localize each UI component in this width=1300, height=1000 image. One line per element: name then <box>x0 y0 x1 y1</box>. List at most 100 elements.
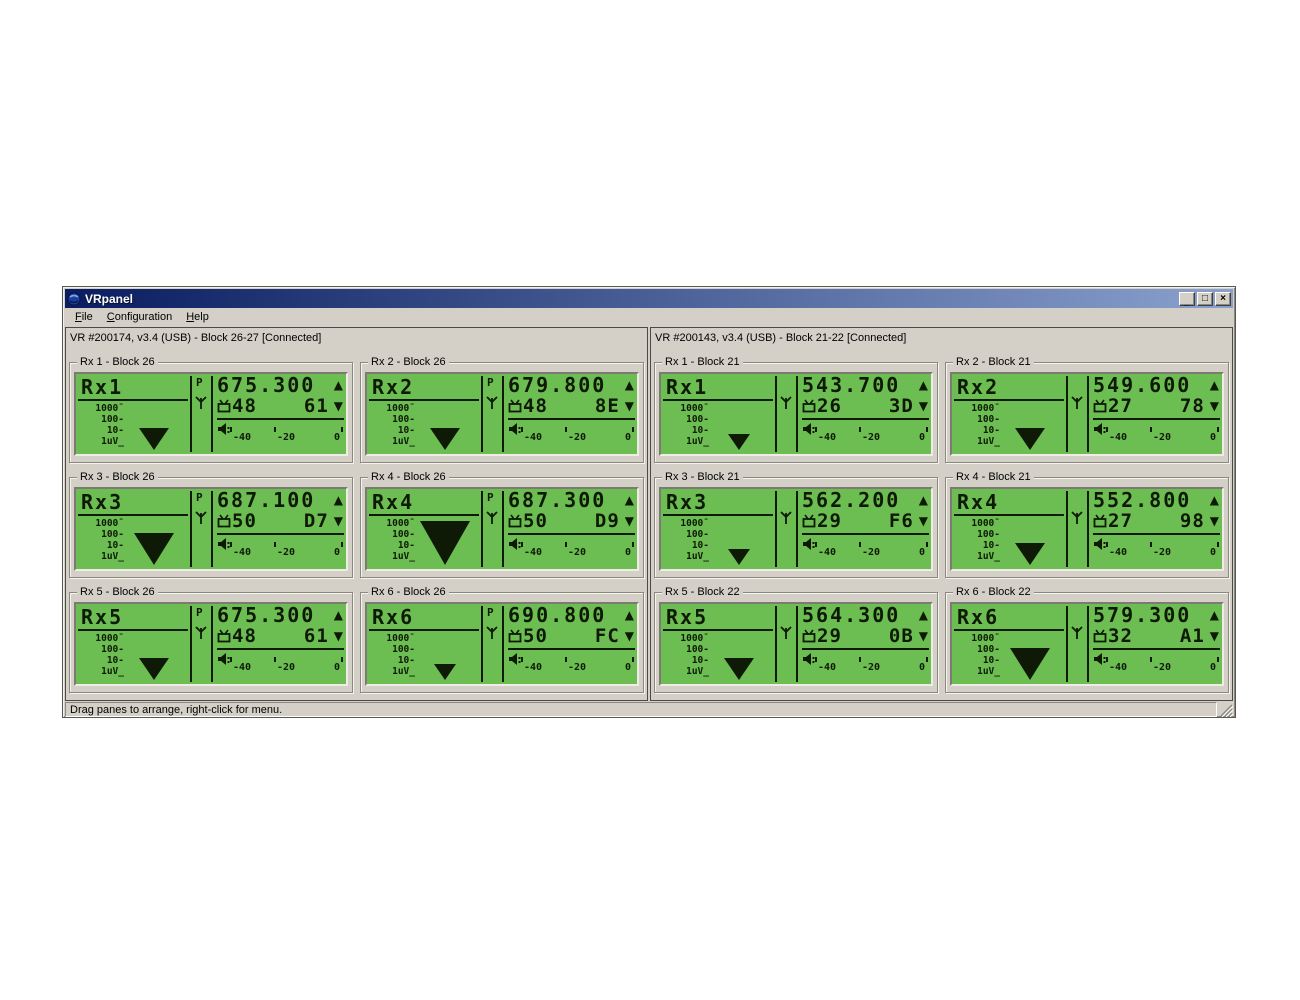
rx-panel[interactable]: Rx 3 - Block 26 Rx3 1000¯ 100- 10- 1uV_ … <box>69 471 353 578</box>
rx-underline <box>369 514 479 516</box>
rx-underline <box>78 399 188 401</box>
signal-strength-indicator <box>724 658 754 680</box>
menu-item-file[interactable]: File <box>75 311 93 323</box>
scale-label: 100- <box>101 414 124 425</box>
rx-panel[interactable]: Rx 4 - Block 21 Rx4 1000¯ 100- 10- 1uV_ … <box>945 471 1229 578</box>
rx-label: Rx4 <box>957 490 1000 514</box>
audio-level-scale: -40 -20 0 <box>506 650 637 684</box>
audio-scale-label: -40 <box>233 547 252 558</box>
rx-panel[interactable]: Rx 5 - Block 22 Rx5 1000¯ 100- 10- 1uV_ … <box>654 586 938 693</box>
rx-panel[interactable]: Rx 2 - Block 26 Rx2 1000¯ 100- 10- 1uV_ … <box>360 356 644 463</box>
rx-panel[interactable]: Rx 5 - Block 26 Rx5 1000¯ 100- 10- 1uV_ … <box>69 586 353 693</box>
rx-panel[interactable]: Rx 1 - Block 26 Rx1 1000¯ 100- 10- 1uV_ … <box>69 356 353 463</box>
channel-value: 48 <box>523 395 548 417</box>
down-arrow-icon: ▼ <box>333 399 343 413</box>
device-group-2: VR #200143, v3.4 (USB) - Block 21-22 [Co… <box>650 327 1233 701</box>
scale-label: 1000¯ <box>386 518 415 529</box>
down-arrow-icon: ▼ <box>918 399 928 413</box>
up-arrow-icon: ▲ <box>333 608 343 622</box>
lcd-display: Rx5 1000¯ 100- 10- 1uV_ P 56 <box>659 602 933 686</box>
up-arrow-icon: ▲ <box>624 378 634 392</box>
lcd-display: Rx2 1000¯ 100- 10- 1uV_ P 67 <box>365 372 639 456</box>
scale-tick <box>815 542 817 547</box>
hex-code-value: 0B <box>888 625 914 647</box>
audio-scale-label: 0 <box>624 432 631 443</box>
panel-title: Rx 3 - Block 21 <box>662 471 743 483</box>
rx-panel[interactable]: Rx 3 - Block 21 Rx3 1000¯ 100- 10- 1uV_ … <box>654 471 938 578</box>
lcd-divider <box>211 606 213 682</box>
resize-grip[interactable] <box>1219 702 1233 717</box>
channel-underline <box>1093 533 1220 535</box>
frequency-row: 549.600 ▲ <box>1091 373 1222 397</box>
lcd-right-section: 679.800 ▲ 48 8E ▼ <box>506 373 637 454</box>
device-header-1: VR #200174, v3.4 (USB) - Block 26-27 [Co… <box>70 332 322 344</box>
channel-value: 27 <box>1108 510 1133 532</box>
rx-panel[interactable]: Rx 1 - Block 21 Rx1 1000¯ 100- 10- 1uV_ … <box>654 356 938 463</box>
scale-label: 1uV_ <box>686 666 709 677</box>
scale-label: 10- <box>106 655 124 666</box>
minimize-button[interactable]: _ <box>1179 291 1195 306</box>
rx-panel[interactable]: Rx 4 - Block 26 Rx4 1000¯ 100- 10- 1uV_ … <box>360 471 644 578</box>
up-arrow-icon: ▲ <box>1209 493 1219 507</box>
audio-scale-label: -20 <box>1153 547 1172 558</box>
pilot-indicator: P <box>487 491 494 504</box>
audio-scale-label: 0 <box>624 662 631 673</box>
audio-scale-label: -40 <box>233 662 252 673</box>
window-controls: _ □ × <box>1179 291 1231 306</box>
scale-tick <box>926 657 928 662</box>
lcd-left-section: Rx5 1000¯ 100- 10- 1uV_ <box>76 604 190 684</box>
signal-strength-indicator <box>728 549 750 565</box>
pilot-indicator: P <box>487 606 494 619</box>
panel-title: Rx 1 - Block 26 <box>77 356 158 368</box>
panel-title: Rx 5 - Block 26 <box>77 586 158 598</box>
scale-tick <box>1150 657 1152 662</box>
menu-item-help[interactable]: Help <box>186 311 209 323</box>
down-arrow-icon: ▼ <box>624 514 634 528</box>
hex-code-value: 61 <box>303 625 329 647</box>
scale-tick <box>859 657 861 662</box>
pane-area: VR #200174, v3.4 (USB) - Block 26-27 [Co… <box>65 327 1233 701</box>
panel-title: Rx 1 - Block 21 <box>662 356 743 368</box>
frequency-value: 687.300 <box>508 488 607 512</box>
antenna-icon <box>1069 510 1085 526</box>
lcd-divider <box>796 376 798 452</box>
lcd-left-section: Rx2 1000¯ 100- 10- 1uV_ <box>952 374 1066 454</box>
scale-label: 1000¯ <box>680 633 709 644</box>
scale-label: 100- <box>686 414 709 425</box>
lcd-left-section: Rx6 1000¯ 100- 10- 1uV_ <box>367 604 481 684</box>
scale-tick <box>230 657 232 662</box>
scale-tick <box>565 542 567 547</box>
audio-scale-label: -20 <box>277 432 296 443</box>
scale-tick <box>1217 542 1219 547</box>
down-arrow-icon: ▼ <box>333 629 343 643</box>
menu-item-configuration[interactable]: Configuration <box>106 311 173 323</box>
rx-panel[interactable]: Rx 6 - Block 22 Rx6 1000¯ 100- 10- 1uV_ … <box>945 586 1229 693</box>
title-bar[interactable]: VRpanel _ □ × <box>65 289 1233 308</box>
panel-title: Rx 4 - Block 26 <box>368 471 449 483</box>
speaker-icon <box>509 537 521 553</box>
scale-label: 100- <box>392 414 415 425</box>
signal-scale: 1000¯ 100- 10- 1uV_ <box>663 633 709 677</box>
rx-underline <box>663 399 773 401</box>
scale-label: 1uV_ <box>686 551 709 562</box>
close-button[interactable]: × <box>1215 291 1231 306</box>
down-arrow-icon: ▼ <box>624 629 634 643</box>
antenna-icon <box>193 395 209 411</box>
group-panel-area: Rx 1 - Block 21 Rx1 1000¯ 100- 10- 1uV_ … <box>651 350 1232 696</box>
audio-level-scale: -40 -20 0 <box>800 650 931 684</box>
scale-tick <box>632 542 634 547</box>
rx-panel[interactable]: Rx 2 - Block 21 Rx2 1000¯ 100- 10- 1uV_ … <box>945 356 1229 463</box>
maximize-button[interactable]: □ <box>1197 291 1213 306</box>
signal-scale: 1000¯ 100- 10- 1uV_ <box>78 633 124 677</box>
channel-row: 26 3D ▼ <box>800 395 931 417</box>
up-arrow-icon: ▲ <box>1209 378 1219 392</box>
scale-label: 1uV_ <box>101 666 124 677</box>
rx-panel[interactable]: Rx 6 - Block 26 Rx6 1000¯ 100- 10- 1uV_ … <box>360 586 644 693</box>
lcd-divider <box>775 491 777 567</box>
lcd-divider <box>481 491 483 567</box>
frequency-row: 562.200 ▲ <box>800 488 931 512</box>
up-arrow-icon: ▲ <box>624 493 634 507</box>
frequency-row: 675.300 ▲ <box>215 373 346 397</box>
down-arrow-icon: ▼ <box>1209 629 1219 643</box>
lcd-display: Rx4 1000¯ 100- 10- 1uV_ P 55 <box>950 487 1224 571</box>
